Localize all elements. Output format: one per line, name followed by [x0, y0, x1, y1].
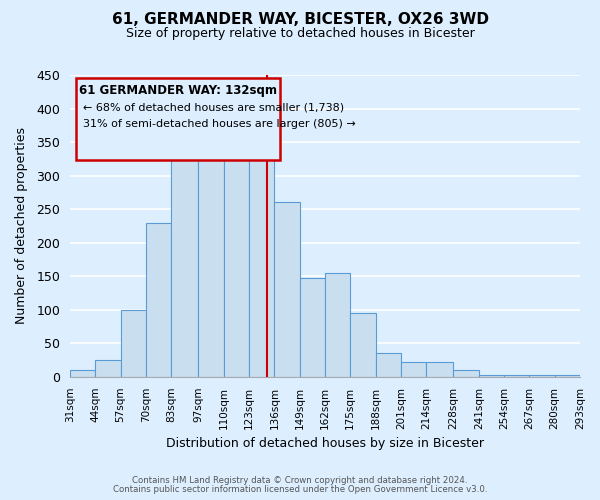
Bar: [479, 376, 504, 377]
Y-axis label: Number of detached properties: Number of detached properties: [15, 128, 28, 324]
Bar: [199, 128, 224, 377]
Bar: [350, 313, 376, 377]
Bar: [249, 138, 274, 377]
Bar: [426, 362, 454, 377]
Text: Contains public sector information licensed under the Open Government Licence v3: Contains public sector information licen…: [113, 485, 487, 494]
Bar: [504, 376, 529, 377]
Text: Size of property relative to detached houses in Bicester: Size of property relative to detached ho…: [125, 28, 475, 40]
Text: 61, GERMANDER WAY, BICESTER, OX26 3WD: 61, GERMANDER WAY, BICESTER, OX26 3WD: [112, 12, 488, 28]
Bar: [224, 126, 249, 377]
Text: 61 GERMANDER WAY: 132sqm: 61 GERMANDER WAY: 132sqm: [79, 84, 277, 97]
X-axis label: Distribution of detached houses by size in Bicester: Distribution of detached houses by size …: [166, 437, 484, 450]
Bar: [121, 310, 146, 377]
Bar: [274, 202, 299, 377]
Text: ← 68% of detached houses are smaller (1,738): ← 68% of detached houses are smaller (1,…: [83, 102, 344, 112]
Bar: [171, 132, 199, 377]
Bar: [146, 222, 171, 377]
Bar: [554, 376, 580, 377]
Bar: [299, 278, 325, 377]
Bar: [376, 354, 401, 377]
Bar: [401, 362, 426, 377]
Bar: [454, 370, 479, 377]
Bar: [325, 273, 350, 377]
Bar: [70, 370, 95, 377]
Bar: [95, 360, 121, 377]
Text: Contains HM Land Registry data © Crown copyright and database right 2024.: Contains HM Land Registry data © Crown c…: [132, 476, 468, 485]
Bar: [529, 376, 554, 377]
Text: 31% of semi-detached houses are larger (805) →: 31% of semi-detached houses are larger (…: [83, 119, 356, 129]
